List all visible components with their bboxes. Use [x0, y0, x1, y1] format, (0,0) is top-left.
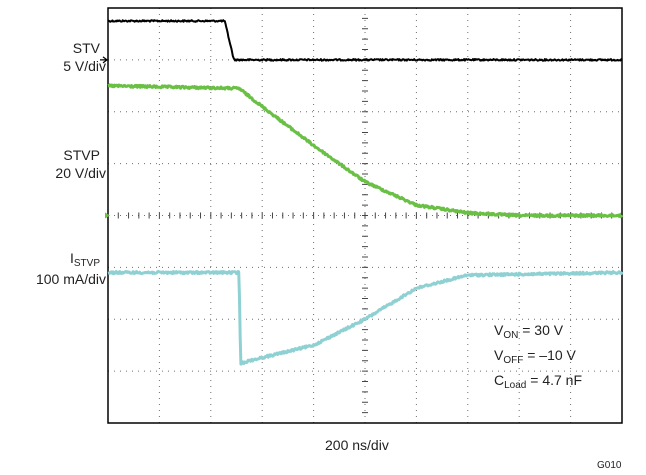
annotation-voff: VOFF = –10 V	[494, 347, 576, 366]
trace-istvp	[107, 270, 624, 366]
istvp-channel-label: ISTVP	[69, 250, 100, 269]
stv-scale-label: 5 V/div	[63, 58, 106, 74]
scope-traces	[100, 19, 624, 366]
stvp-channel-label: STVP	[63, 147, 100, 163]
stvp-scale-label: 20 V/div	[55, 165, 106, 181]
stv-channel-label: STV	[72, 40, 100, 56]
stv-marker-icon	[100, 56, 108, 64]
figure-id: G010	[597, 460, 622, 471]
annotation-von: VON = 30 V	[494, 322, 564, 341]
istvp-main: I	[69, 250, 74, 266]
istvp-sub: STVP	[73, 258, 100, 269]
scope-grid	[108, 8, 622, 423]
trace-stv	[107, 19, 623, 62]
stvp-marker-right-icon	[616, 212, 621, 219]
trace-stvp	[107, 83, 624, 219]
x-scale-label: 200 ns/div	[325, 437, 389, 453]
istvp-scale-label: 100 mA/div	[35, 271, 106, 287]
annotation-cload: CLoad = 4.7 nF	[494, 372, 583, 391]
stvp-marker-left-icon	[105, 212, 110, 219]
